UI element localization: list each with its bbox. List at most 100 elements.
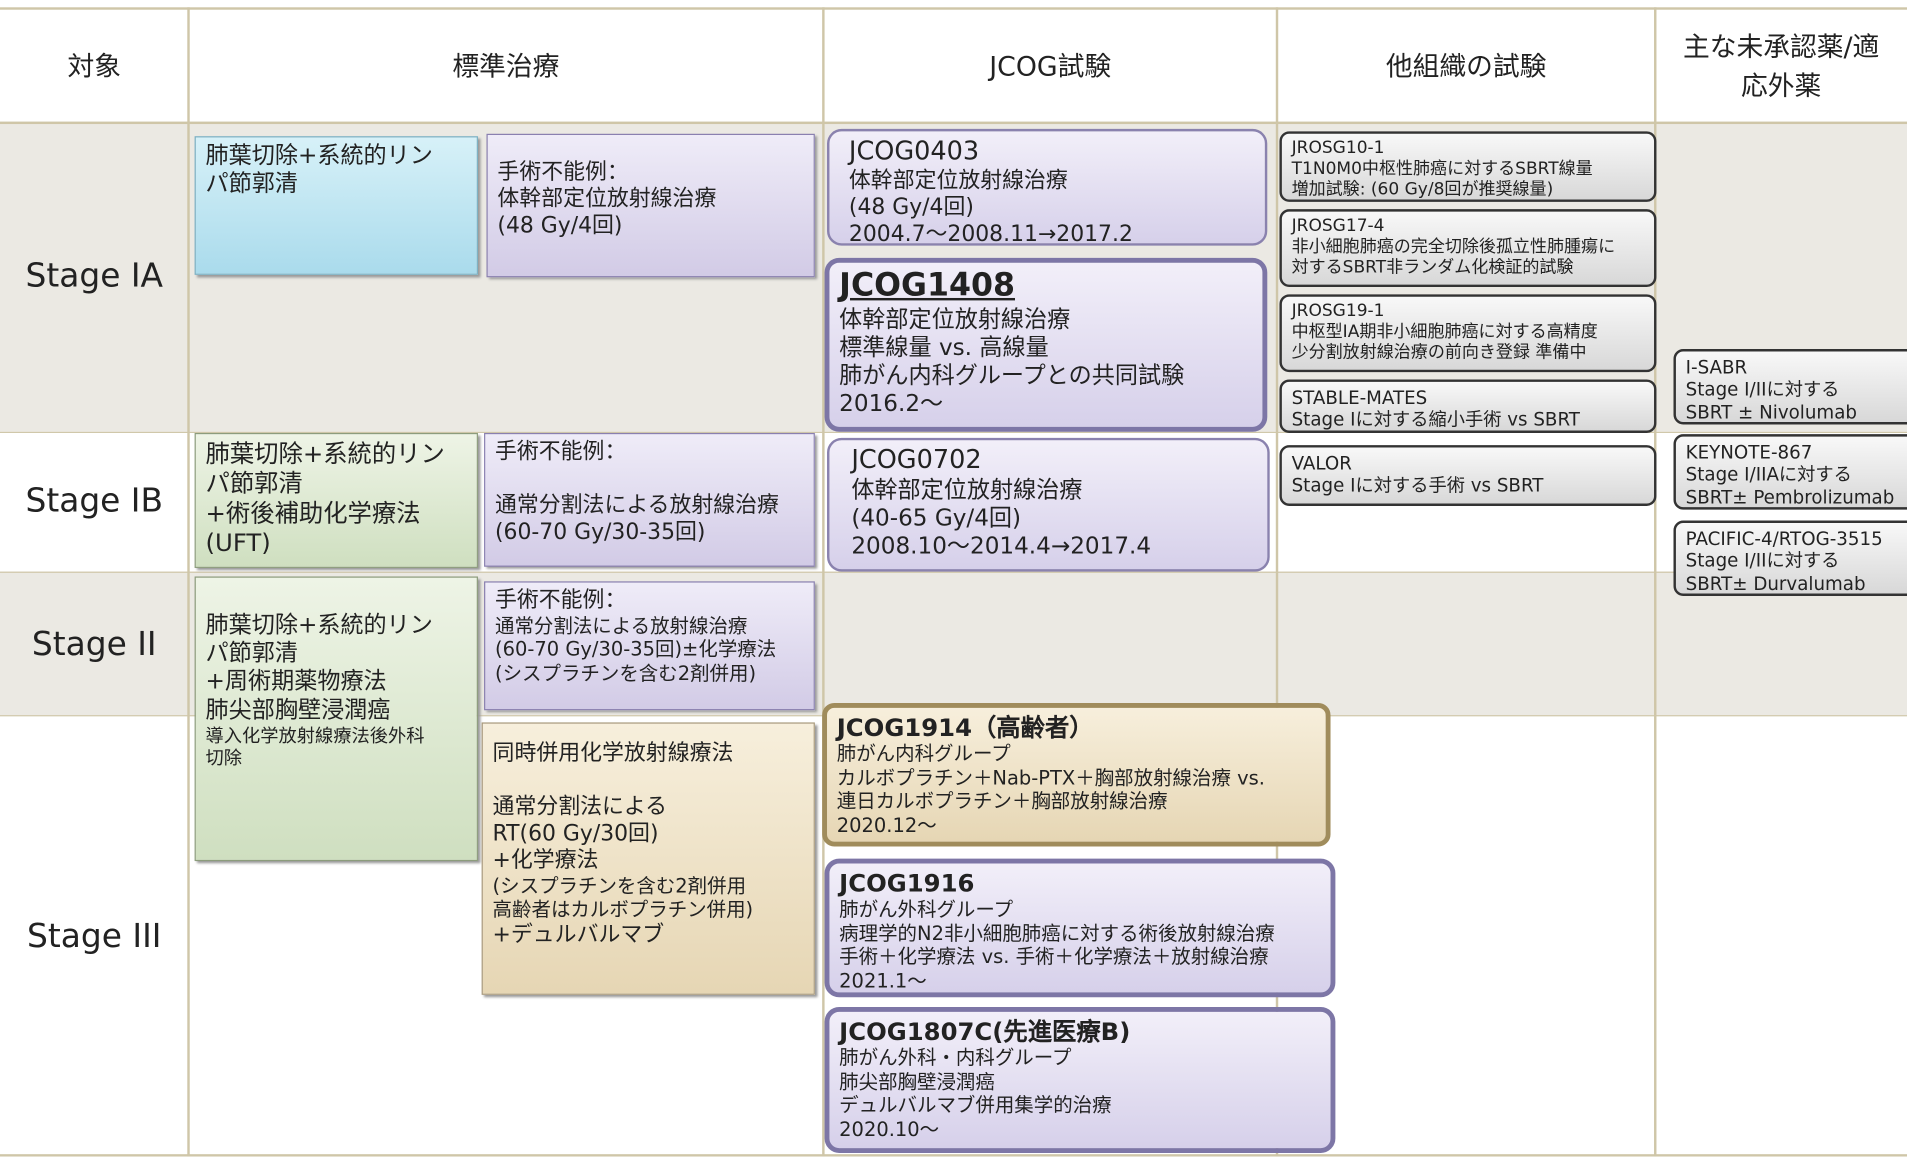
box-title: JCOG0702 (851, 445, 982, 475)
box-line: デュルバルマブ併用集学的治療 (839, 1093, 1112, 1117)
box: 肺葉切除+系統的リン パ節郭清 (194, 136, 478, 275)
stage-label: Stage II (31, 625, 157, 664)
box: VALOR Stage Iに対する手術 vs SBRT (1279, 445, 1657, 506)
box-line: 増加試験: (60 Gy/8回が推奨線量) (1291, 180, 1554, 200)
box-title: 肺葉切除+系統的リン (205, 142, 433, 170)
box-line: 2021.1～ (839, 969, 927, 993)
box-title: JROSG19-1 (1291, 301, 1385, 322)
box: 同時併用化学放射線療法 通常分割法による RT(60 Gy/30回) +化学療法 (シス… (481, 722, 815, 995)
box-line: Stage Iに対する手術 vs SBRT (1291, 474, 1544, 497)
column-rule (822, 7, 825, 1157)
header-cell: JCOG試験 (823, 7, 1277, 121)
header-cell: 標準治療 (189, 7, 824, 121)
box: JROSG19-1 中枢型IA期非小細胞肺癌に対する高精度 少分割放射線治療の前向き… (1279, 294, 1657, 373)
box-title: JROSG10-1 (1291, 138, 1385, 159)
box-line: (48 Gy/4回) (497, 212, 623, 239)
box-line: カルボプラチン＋Nab-PTX＋胸部放射線治療 vs. (836, 766, 1265, 790)
box-line: 2008.10～2014.4→2017.4 (851, 532, 1152, 560)
column-rule (187, 7, 190, 1157)
box: JROSG17-4 非小細胞肺癌の完全切除後孤立性肺腫瘍に 対するSBRT非ランダム… (1279, 209, 1657, 288)
stage-label: Stage IA (25, 257, 163, 295)
box-line: (UFT) (205, 528, 271, 558)
box-line: パ節郭清 (205, 468, 303, 498)
box-line: 通常分割法による放射線治療 (494, 492, 779, 519)
box-line: SBRT ± Nivolumab (1685, 400, 1857, 423)
box-title: JCOG0403 (848, 136, 980, 166)
box-line: 導入化学放射線療法後外科 (205, 724, 425, 747)
box-title: JROSG17-4 (1291, 216, 1385, 236)
box-line: パ節郭清 (205, 170, 298, 198)
box: JCOG1916 肺がん外科グループ 病理学的N2非小細胞肺癌に対する術後放射線治療… (824, 858, 1336, 998)
box-title: 手術不能例： (497, 159, 629, 185)
box-line: 2020.10～ (839, 1117, 940, 1141)
box-title: VALOR (1291, 452, 1352, 475)
box-line: 非小細胞肺癌の完全切除後孤立性肺腫瘍に (1291, 237, 1616, 257)
box-line: 手術＋化学療法 vs. 手術＋化学療法＋放射線治療 (839, 945, 1269, 969)
header-text: 主な未承認薬/適 (1682, 32, 1880, 64)
box-line: 通常分割法による (492, 794, 668, 820)
box: PACIFIC-4/RTOG-3515 Stage I/IIに対する SBRT± D… (1673, 520, 1907, 596)
top-rule (0, 7, 1907, 10)
header-cell: 他組織の試験 (1277, 7, 1655, 121)
box-line: 標準線量 vs. 高線量 (839, 334, 1049, 362)
box: JCOG1914（高齢者） 肺がん内科グループ カルボプラチン＋Nab-PTX＋胸部… (822, 702, 1331, 847)
box-title: 肺葉切除+系統的リン (205, 611, 433, 639)
box: 手術不能例： 体幹部定位放射線治療 (48 Gy/4回) (486, 133, 815, 278)
box: JROSG10-1 T1N0M0中枢性肺癌に対するSBRT線量 増加試験: (60 … (1279, 131, 1657, 202)
header-text: 標準治療 (452, 52, 560, 83)
box-title: JCOG1408 (839, 267, 1015, 305)
box-line: 体幹部定位放射線治療 (851, 476, 1083, 504)
box-line: SBRT± Durvalumab (1685, 572, 1866, 595)
box: JCOG0702 体幹部定位放射線治療 (40-65 Gy/4回) 2008.10～2… (827, 437, 1270, 572)
box: JCOG1408 体幹部定位放射線治療 標準線量 vs. 高線量 肺がん内科グループと… (824, 257, 1268, 432)
box-line: 2004.7～2008.11→2017.2 (848, 220, 1133, 246)
box-line: (シスプラチンを含む2剤併用) (494, 661, 757, 685)
header-text: JCOG試験 (989, 52, 1112, 83)
box-line: 切除 (205, 746, 243, 769)
box-title: JCOG1916 (839, 868, 975, 898)
column-rule (1275, 7, 1279, 1157)
box-title: 手術不能例： (494, 439, 627, 465)
stage-label: Stage III (27, 917, 162, 956)
box-line: パ節郭清 (205, 639, 298, 667)
box: JCOG1807C(先進医療B) 肺がん外科・内科グループ 肺尖部胸壁浸潤癌 デュルバ… (824, 1007, 1336, 1153)
box-line: 少分割放射線治療の前向き登録 準備中 (1291, 343, 1587, 363)
box-title: JCOG1807C(先進医療B) (839, 1016, 1131, 1046)
header-cell: 主な未承認薬/適 応外薬 (1655, 7, 1907, 121)
box: 手術不能例： 通常分割法による放射線治療 (60-70 Gy/30-35回) (484, 432, 815, 567)
header-text: 他組織の試験 (1385, 52, 1547, 83)
box-line: T1N0M0中枢性肺癌に対するSBRT線量 (1291, 159, 1593, 179)
box-line: RT(60 Gy/30回) (492, 820, 659, 847)
box-title: 肺葉切除+系統的リン (205, 439, 445, 469)
box-line: Stage I/IIに対する (1685, 378, 1840, 401)
box-title: KEYNOTE-867 (1685, 441, 1813, 464)
box-title: 同時併用化学放射線療法 (492, 740, 734, 767)
box-title: JCOG1914（高齢者） (836, 712, 1094, 742)
box-line: 連日カルボプラチン＋胸部放射線治療 (836, 789, 1168, 813)
box: I-SABR Stage I/IIに対する SBRT ± Nivolumab (1673, 349, 1907, 425)
box: JCOG0403 体幹部定位放射線治療 (48 Gy/4回) 2004.7～2008.… (827, 128, 1268, 246)
box-line: +デュルバルマブ (492, 921, 665, 948)
box-line: (シスプラチンを含む2剤併用 (492, 874, 747, 898)
box-line: 高齢者はカルボプラチン併用) (492, 897, 754, 922)
header-text: 応外薬 (1740, 71, 1822, 103)
box: KEYNOTE-867 Stage I/IIAに対する SBRT± Pembroli… (1673, 434, 1907, 510)
box-title: 手術不能例： (494, 587, 627, 613)
box: 肺葉切除+系統的リン パ節郭清 +周術期薬物療法 肺尖部胸壁浸潤癌 導入化学放射線療法後… (194, 576, 478, 862)
box-title: PACIFIC-4/RTOG-3515 (1685, 527, 1883, 550)
box-line: (60-70 Gy/30-35回)±化学療法 (494, 637, 777, 661)
box-line: SBRT± Pembrolizumab (1685, 485, 1895, 508)
box-line: 肺がん内科グループ (836, 742, 1011, 766)
box-line: 肺がん外科・内科グループ (839, 1046, 1072, 1070)
box-line: +化学療法 (492, 847, 599, 874)
box-line: 2016.2～ (839, 390, 944, 418)
box-line: +周術期薬物療法 (205, 668, 387, 695)
box: 肺葉切除+系統的リン パ節郭清 +術後補助化学療法 (UFT) (194, 432, 478, 568)
box-line: 肺尖部胸壁浸潤癌 (839, 1070, 995, 1094)
box-line: 肺がん外科グループ (839, 898, 1014, 922)
box-line: 体幹部定位放射線治療 (839, 306, 1071, 333)
box-title: I-SABR (1685, 356, 1748, 379)
box-line: 対するSBRT非ランダム化検証的試験 (1291, 258, 1574, 278)
